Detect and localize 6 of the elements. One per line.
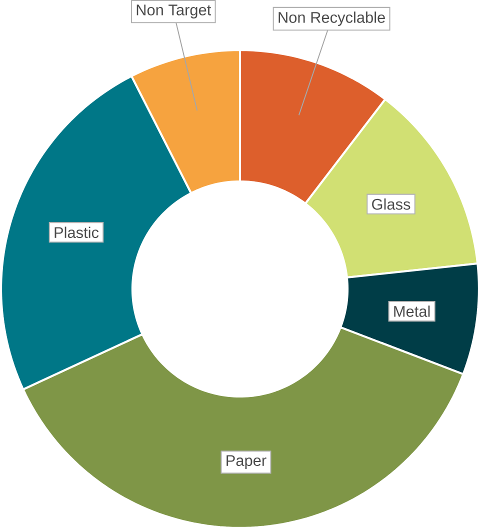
slice-label: Metal [394,306,430,317]
slice-label: Plastic [54,226,99,238]
slice-label: Paper [226,455,266,470]
slice-label: Non Target [136,4,212,18]
slice-label: Glass [372,198,410,210]
slice-label: Non Recyclable [278,12,385,26]
